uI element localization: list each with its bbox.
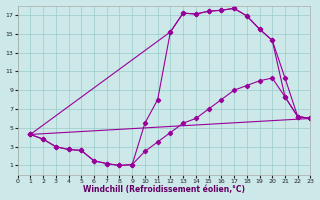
- X-axis label: Windchill (Refroidissement éolien,°C): Windchill (Refroidissement éolien,°C): [83, 185, 245, 194]
